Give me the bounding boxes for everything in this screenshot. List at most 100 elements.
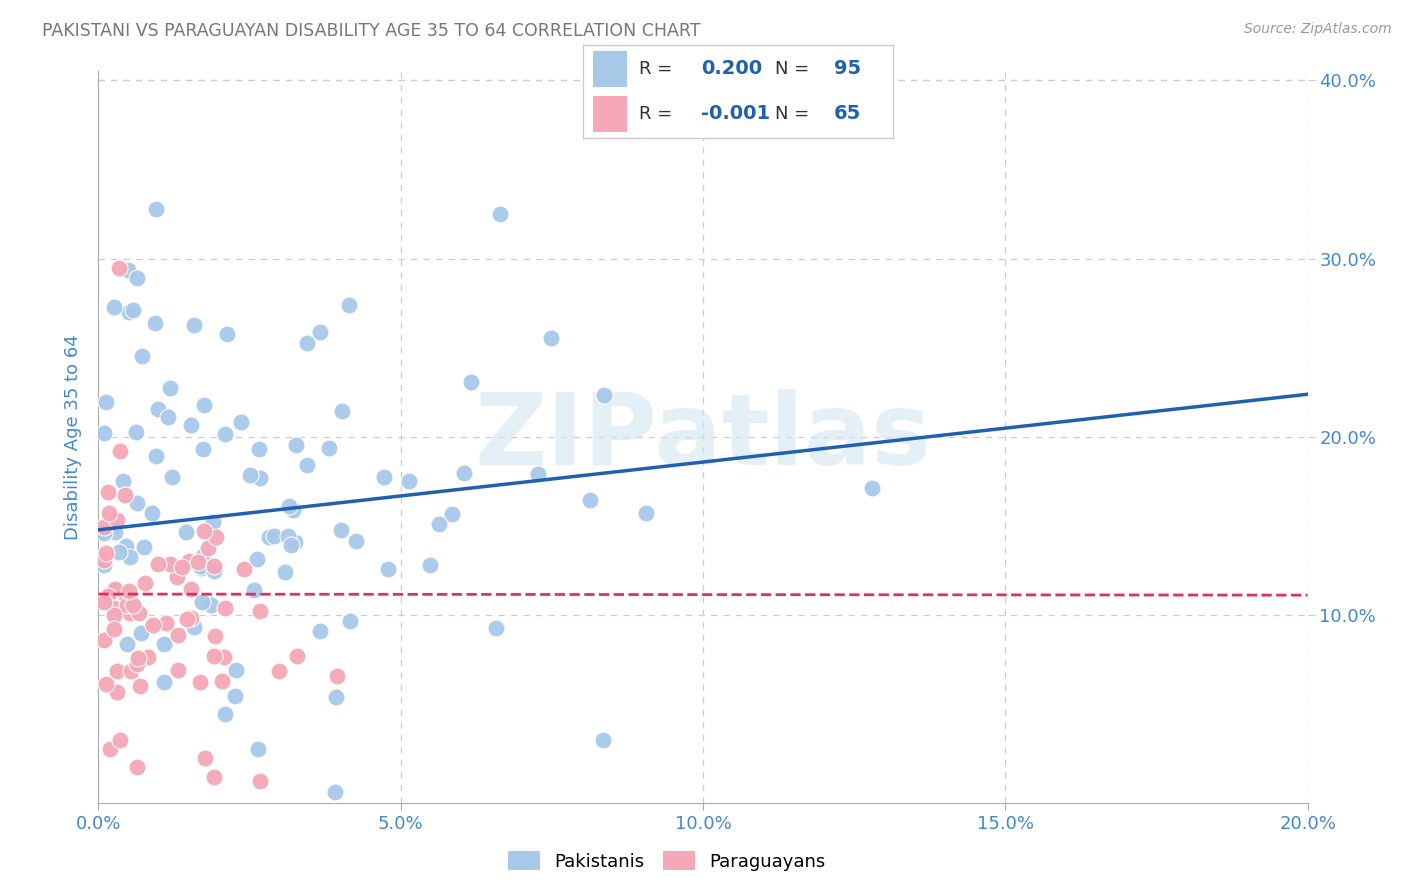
Point <box>118 606 141 620</box>
Point <box>263 529 285 543</box>
Point <box>93 552 115 566</box>
Point <box>183 620 205 634</box>
Point <box>277 529 299 543</box>
Point <box>337 298 360 312</box>
Point <box>202 564 225 578</box>
Point <box>540 331 562 345</box>
Point <box>225 663 247 677</box>
Point <box>183 318 205 332</box>
Point <box>249 773 271 788</box>
Point <box>488 207 510 221</box>
Point <box>129 625 152 640</box>
Point <box>634 506 657 520</box>
Point <box>193 442 215 456</box>
Point <box>97 589 120 603</box>
Point <box>224 689 246 703</box>
Point <box>285 438 308 452</box>
Text: 0.200: 0.200 <box>702 60 762 78</box>
Point <box>485 621 508 635</box>
Point <box>108 443 131 458</box>
Point <box>122 303 145 318</box>
Point <box>243 582 266 597</box>
Text: 65: 65 <box>834 104 862 123</box>
Text: 95: 95 <box>834 60 860 78</box>
Point <box>145 449 167 463</box>
Point <box>180 582 202 596</box>
Point <box>297 336 319 351</box>
Point <box>249 471 271 485</box>
Point <box>308 624 330 639</box>
Point <box>127 651 149 665</box>
Point <box>97 484 120 499</box>
Point <box>141 506 163 520</box>
Point <box>122 598 145 612</box>
Point <box>453 466 475 480</box>
Point <box>194 751 217 765</box>
Point <box>274 565 297 579</box>
Point <box>159 557 181 571</box>
Point <box>114 587 136 601</box>
FancyBboxPatch shape <box>593 96 627 132</box>
Point <box>339 614 361 628</box>
Point <box>115 599 138 613</box>
Point <box>295 458 318 473</box>
Point <box>128 680 150 694</box>
Point <box>180 611 202 625</box>
Point <box>344 533 367 548</box>
Point <box>118 550 141 565</box>
Point <box>125 760 148 774</box>
Point <box>131 349 153 363</box>
Point <box>249 604 271 618</box>
Point <box>111 474 134 488</box>
Point <box>188 558 211 573</box>
Point <box>592 733 614 747</box>
Point <box>579 493 602 508</box>
Point <box>174 524 197 539</box>
Point <box>246 552 269 566</box>
Point <box>217 326 239 341</box>
Point <box>103 300 125 314</box>
Point <box>278 499 301 513</box>
Point <box>377 562 399 576</box>
Point <box>318 441 340 455</box>
Point <box>153 674 176 689</box>
Text: R =: R = <box>640 60 678 78</box>
Point <box>281 503 304 517</box>
Y-axis label: Disability Age 35 to 64: Disability Age 35 to 64 <box>65 334 83 540</box>
Point <box>115 539 138 553</box>
Point <box>108 733 131 747</box>
Point <box>115 637 138 651</box>
Point <box>188 675 211 690</box>
Point <box>93 526 115 541</box>
Point <box>269 664 291 678</box>
Point <box>190 552 212 566</box>
Text: PAKISTANI VS PARAGUAYAN DISABILITY AGE 35 TO 64 CORRELATION CHART: PAKISTANI VS PARAGUAYAN DISABILITY AGE 3… <box>42 22 700 40</box>
Point <box>103 608 125 623</box>
Point <box>156 409 179 424</box>
Point <box>239 468 262 483</box>
Point <box>180 418 202 433</box>
Point <box>127 657 149 671</box>
Point <box>191 595 214 609</box>
Point <box>200 599 222 613</box>
Point <box>104 525 127 540</box>
Point <box>96 394 118 409</box>
Point <box>143 316 166 330</box>
Point <box>118 305 141 319</box>
Point <box>202 648 225 663</box>
Text: N =: N = <box>775 105 815 123</box>
Point <box>103 622 125 636</box>
Point <box>285 649 308 664</box>
Point <box>167 663 190 677</box>
Point <box>211 673 233 688</box>
Point <box>233 562 256 576</box>
Point <box>104 582 127 597</box>
Point <box>166 570 188 584</box>
Point <box>527 467 550 482</box>
Point <box>125 496 148 510</box>
Text: R =: R = <box>640 105 678 123</box>
Point <box>460 375 482 389</box>
Point <box>201 515 224 529</box>
Point <box>93 558 115 573</box>
Point <box>93 595 115 609</box>
